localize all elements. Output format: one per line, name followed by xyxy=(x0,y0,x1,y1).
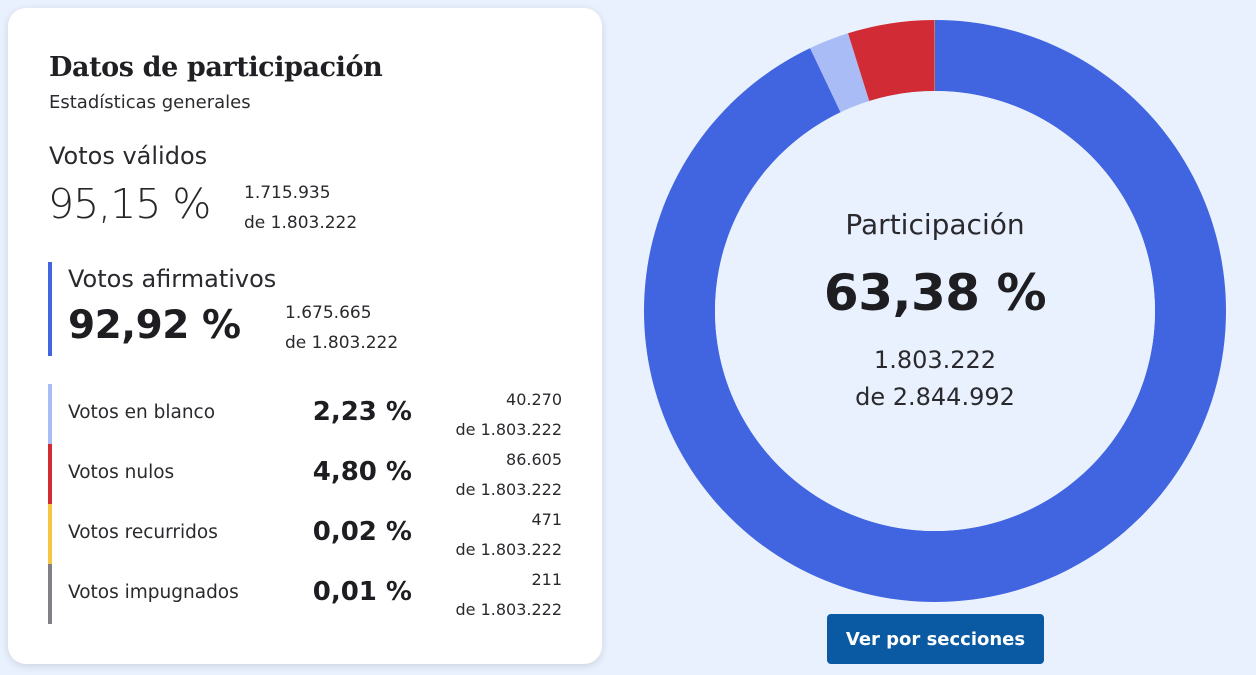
challenged-votes-label: Votos impugnados xyxy=(68,582,239,603)
affirmative-color-bar xyxy=(48,262,52,356)
participation-percent: 63,38 % xyxy=(823,264,1047,322)
valid-votes-label: Votos válidos xyxy=(49,142,208,170)
blank-votes-percent: 2,23 % xyxy=(312,397,412,427)
blank-votes-count-total: de 1.803.222 xyxy=(455,420,562,439)
blank-votes-count: 40.270 de 1.803.222 xyxy=(455,385,562,445)
donut-segment-nulos xyxy=(848,20,935,102)
affirmative-votes-count: 1.675.665 de 1.803.222 xyxy=(285,298,398,358)
challenged-votes-color-bar xyxy=(48,564,52,624)
participation-label: Participación xyxy=(845,208,1025,241)
blank-votes-label: Votos en blanco xyxy=(68,402,216,423)
challenged-votes-percent: 0,01 % xyxy=(312,577,412,607)
challenged-votes-count-total: de 1.803.222 xyxy=(455,600,562,619)
appealed-votes-percent: 0,02 % xyxy=(312,517,412,547)
donut-segment-en-blanco xyxy=(810,33,870,113)
valid-votes-count: 1.715.935 de 1.803.222 xyxy=(244,178,357,238)
null-votes-color-bar xyxy=(48,444,52,504)
donut-hole xyxy=(715,91,1155,531)
appealed-votes-count-value: 471 xyxy=(531,510,562,529)
null-votes-count: 86.605 de 1.803.222 xyxy=(455,445,562,505)
blank-votes-count-value: 40.270 xyxy=(506,390,562,409)
panel-title: Datos de participación xyxy=(49,52,383,83)
null-votes-label: Votos nulos xyxy=(68,462,175,483)
panel-subtitle: Estadísticas generales xyxy=(49,92,251,113)
participation-donut xyxy=(643,19,1227,603)
blank-votes-color-bar xyxy=(48,384,52,444)
appealed-votes-label: Votos recurridos xyxy=(68,522,218,543)
null-votes-count-total: de 1.803.222 xyxy=(455,480,562,499)
view-by-sections-button[interactable]: Ver por secciones xyxy=(827,614,1044,664)
challenged-votes-row: Votos impugnados 0,01 % 211 de 1.803.222 xyxy=(48,564,568,624)
affirmative-votes-percent: 92,92 % xyxy=(68,303,241,348)
valid-votes-count-total: de 1.803.222 xyxy=(244,213,358,233)
valid-votes-count-value: 1.715.935 xyxy=(244,183,331,203)
blank-votes-row: Votos en blanco 2,23 % 40.270 de 1.803.2… xyxy=(48,384,568,444)
null-votes-row: Votos nulos 4,80 % 86.605 de 1.803.222 xyxy=(48,444,568,504)
participation-count: 1.803.222 de 2.844.992 xyxy=(643,342,1227,416)
null-votes-count-value: 86.605 xyxy=(506,450,562,469)
valid-votes-percent: 95,15 % xyxy=(48,180,211,228)
participation-count-value: 1.803.222 xyxy=(873,346,997,374)
affirmative-votes-count-value: 1.675.665 xyxy=(285,303,372,323)
participation-panel: Datos de participación Estadísticas gene… xyxy=(8,8,602,664)
challenged-votes-count: 211 de 1.803.222 xyxy=(455,565,562,625)
appealed-votes-count: 471 de 1.803.222 xyxy=(455,505,562,565)
challenged-votes-count-value: 211 xyxy=(531,570,562,589)
participation-count-total: de 2.844.992 xyxy=(855,383,1015,411)
null-votes-percent: 4,80 % xyxy=(312,457,412,487)
appealed-votes-row: Votos recurridos 0,02 % 471 de 1.803.222 xyxy=(48,504,568,564)
affirmative-votes-label: Votos afirmativos xyxy=(68,265,277,293)
appealed-votes-count-total: de 1.803.222 xyxy=(455,540,562,559)
affirmative-votes-count-total: de 1.803.222 xyxy=(285,333,399,353)
appealed-votes-color-bar xyxy=(48,504,52,564)
donut-chart xyxy=(644,20,1226,602)
